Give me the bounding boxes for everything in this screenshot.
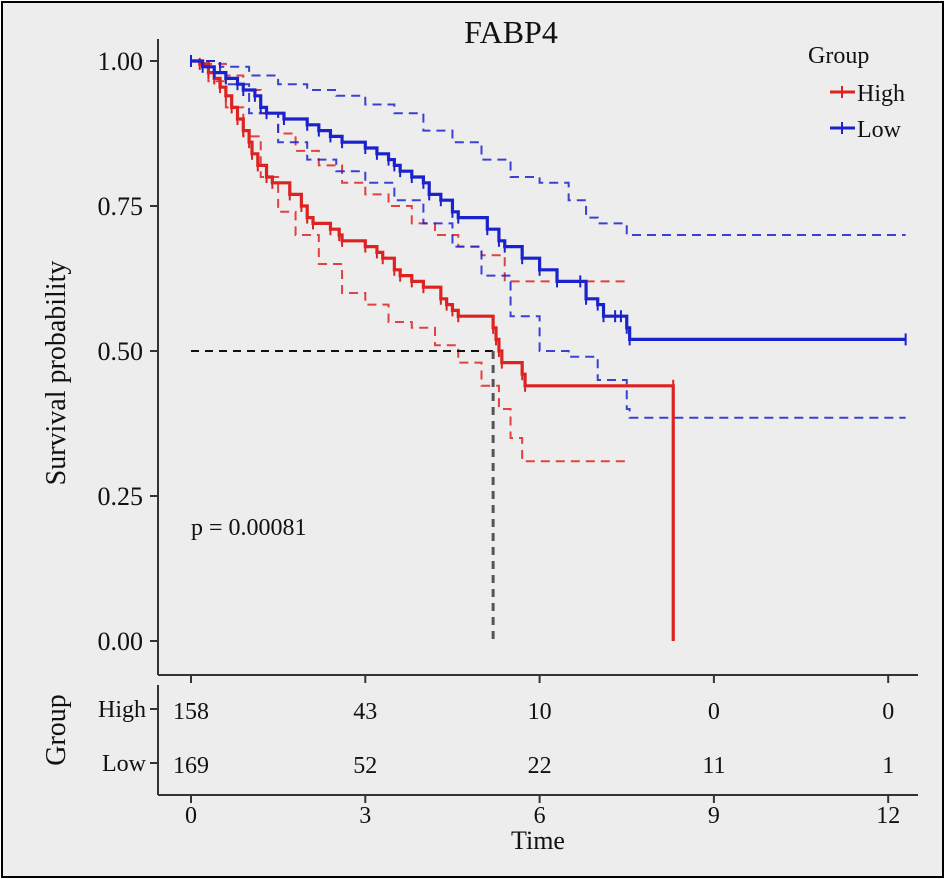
- ci-line-low-lower: [191, 60, 906, 419]
- legend-item-high[interactable]: High: [830, 81, 905, 107]
- chart-background: [3, 3, 942, 876]
- risk-row-label-high: High: [98, 697, 146, 723]
- y-tick-label: 1.00: [98, 47, 144, 76]
- chart-title: FABP4: [464, 14, 558, 50]
- at-risk-count-high: 0: [882, 699, 894, 725]
- y-tick-label: 0.75: [98, 192, 144, 221]
- x-axis-label: Time: [511, 826, 565, 855]
- x-tick-label: 12: [876, 803, 900, 829]
- at-risk-count-high: 43: [353, 699, 377, 725]
- at-risk-count-low: 11: [702, 753, 725, 779]
- y-tick-label: 0.50: [98, 337, 144, 366]
- legend-label-high: High: [857, 81, 905, 107]
- survival-curves: [190, 55, 907, 641]
- at-risk-count-high: 158: [173, 699, 209, 725]
- at-risk-count-low: 169: [173, 753, 209, 779]
- legend[interactable]: Group High Low: [808, 43, 905, 143]
- at-risk-count-low: 52: [353, 753, 377, 779]
- p-value-label: p = 0.00081: [191, 515, 307, 541]
- x-axis-ticks: 0 3 6 9 12: [185, 675, 900, 829]
- at-risk-count-high: 0: [708, 699, 720, 725]
- risk-row-label-low: Low: [102, 751, 147, 777]
- at-risk-count-low: 1: [882, 753, 894, 779]
- median-survival-lines: [191, 350, 495, 641]
- x-tick-label: 6: [534, 803, 546, 829]
- legend-item-low[interactable]: Low: [830, 117, 902, 143]
- x-tick-label: 0: [185, 803, 197, 829]
- y-axis-ticks: 0.00 0.25 0.50 0.75 1.00: [98, 47, 158, 656]
- legend-title: Group: [808, 43, 869, 69]
- risk-table-ylabel: Group: [41, 694, 72, 766]
- at-risk-count-high: 10: [528, 699, 552, 725]
- y-tick-label: 0.25: [98, 482, 144, 511]
- x-tick-label: 3: [359, 803, 371, 829]
- y-axis-label: Survival probability: [41, 261, 72, 486]
- legend-label-low: Low: [857, 117, 902, 143]
- x-tick-label: 9: [708, 803, 720, 829]
- at-risk-count-low: 22: [528, 753, 552, 779]
- km-survival-chart: FABP4 0.00 0.25 0.50 0.75 1.00 Survival prob…: [3, 3, 942, 876]
- ci-line-low-upper: [191, 60, 906, 236]
- y-tick-label: 0.00: [98, 627, 144, 656]
